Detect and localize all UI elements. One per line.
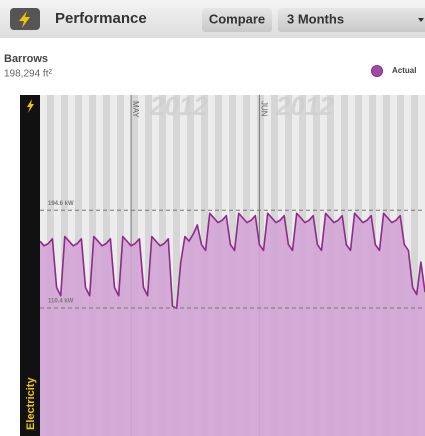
range-label: 3 Months [287, 11, 344, 26]
compare-label: Compare [209, 11, 265, 26]
side-icon [27, 99, 34, 113]
legend-label: Actual [392, 66, 416, 75]
series-line [40, 212, 425, 310]
building-area: 198,294 ft² [4, 69, 52, 80]
plot: 2012 2012 MAY JUN 194.6 kW 110.4 kW [40, 91, 425, 436]
app-icon[interactable] [10, 8, 40, 30]
month-label: MAY [131, 101, 140, 118]
compare-button[interactable] [202, 8, 272, 32]
month-label: JUN [259, 101, 268, 117]
dropdown-arrow [418, 18, 424, 22]
building-name: Barrows [4, 53, 48, 65]
side-label: Electricity [25, 377, 37, 430]
range-select[interactable] [278, 8, 425, 32]
side-strip [20, 95, 40, 436]
legend-marker [371, 65, 383, 77]
header-title: Performance [55, 10, 147, 27]
area-fill [40, 213, 425, 436]
year-watermark: 2012 [149, 91, 208, 121]
reference-label: 110.4 kW [48, 299, 74, 305]
year-watermark: 2012 [275, 91, 334, 121]
reference-label: 194.6 kW [48, 201, 74, 207]
